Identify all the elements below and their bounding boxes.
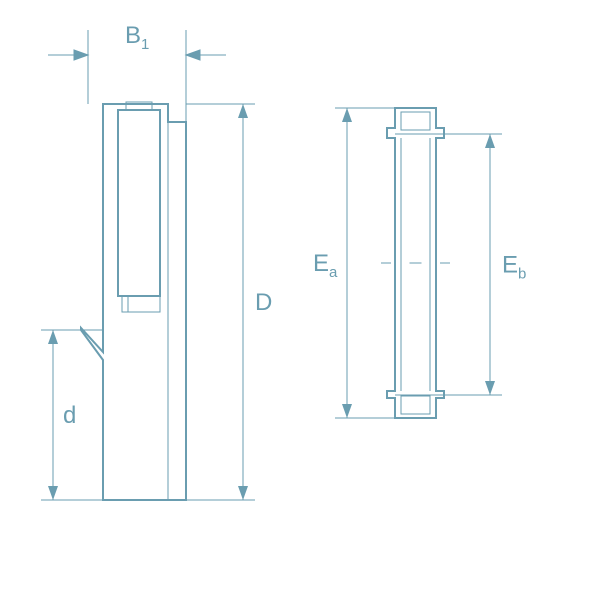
svg-text:B1: B1 (125, 22, 149, 53)
svg-text:D: D (255, 289, 272, 316)
svg-text:Eb: Eb (502, 252, 526, 283)
svg-text:Ea: Ea (313, 250, 338, 281)
svg-text:d: d (63, 402, 76, 429)
